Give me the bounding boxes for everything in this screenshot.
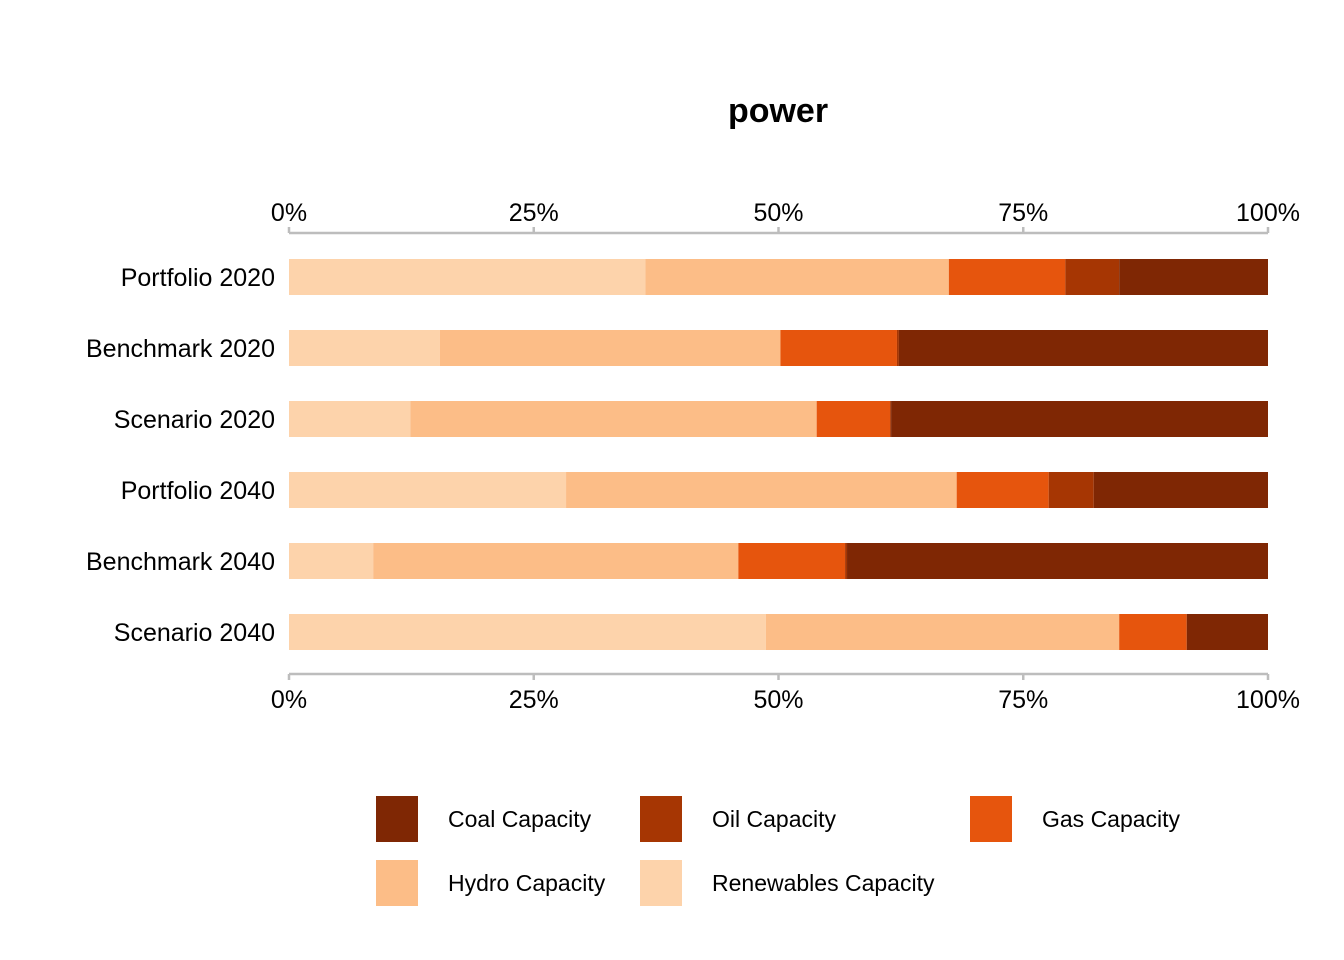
bar-segment (956, 472, 1049, 508)
top-x-axis: 0% 25% 50% 75% 100% (271, 199, 1300, 235)
bar-segment (289, 401, 411, 437)
bar-segment (891, 401, 1268, 437)
bar-segment (410, 401, 817, 437)
bar-segment (780, 330, 897, 366)
category-label: Scenario 2040 (114, 619, 275, 647)
category-label: Benchmark 2040 (86, 548, 275, 576)
bars (289, 259, 1268, 650)
top-axis-tick-label: 0% (271, 199, 307, 227)
bar-segment (1119, 259, 1268, 295)
bar-segment (289, 472, 567, 508)
bar-segment (1065, 259, 1120, 295)
top-axis-tick-label: 50% (753, 199, 803, 227)
bar-segment (948, 259, 1066, 295)
bar-segment (1048, 472, 1094, 508)
bar-segment (847, 543, 1268, 579)
category-label: Portfolio 2040 (121, 477, 275, 505)
legend-label: Hydro Capacity (448, 870, 606, 896)
legend-swatch (640, 860, 682, 906)
bar-segment (439, 330, 781, 366)
bar-segment (645, 259, 949, 295)
legend-label: Coal Capacity (448, 806, 592, 832)
category-label: Scenario 2020 (114, 406, 275, 434)
bar-segment (890, 401, 892, 437)
legend-swatch (376, 860, 418, 906)
legend: Coal Capacity Oil Capacity Gas Capacity Hyd… (376, 796, 1181, 906)
bar-segment (898, 330, 1268, 366)
legend-swatch (970, 796, 1012, 842)
category-label: Benchmark 2020 (86, 335, 275, 363)
bar-segment (566, 472, 957, 508)
bar-segment (1186, 614, 1268, 650)
bottom-axis-tick-label: 25% (509, 686, 559, 714)
bar-segment (738, 543, 846, 579)
bar-segment (289, 330, 440, 366)
bar-segment (816, 401, 891, 437)
bar-segment (765, 614, 1120, 650)
bar-segment (289, 543, 374, 579)
category-label: Portfolio 2020 (121, 264, 275, 292)
legend-swatch (376, 796, 418, 842)
bottom-axis-tick-label: 75% (998, 686, 1048, 714)
bar-segment (896, 330, 899, 366)
bottom-axis-tick-label: 100% (1236, 686, 1300, 714)
bar-segment (289, 259, 646, 295)
bar-segment (1093, 472, 1268, 508)
chart-title: power (728, 92, 828, 130)
bar-segment (373, 543, 739, 579)
category-labels: Portfolio 2020 Benchmark 2020 Scenario 202… (86, 264, 275, 647)
legend-label: Gas Capacity (1042, 806, 1181, 832)
legend-label: Renewables Capacity (712, 870, 935, 896)
legend-label: Oil Capacity (712, 806, 836, 832)
bar-segment (845, 543, 848, 579)
top-axis-tick-label: 75% (998, 199, 1048, 227)
top-axis-tick-label: 25% (509, 199, 559, 227)
bar-segment (1119, 614, 1187, 650)
bottom-axis-tick-label: 50% (753, 686, 803, 714)
top-axis-tick-label: 100% (1236, 199, 1300, 227)
bottom-axis-tick-label: 0% (271, 686, 307, 714)
bar-segment (289, 614, 766, 650)
bottom-x-axis: 0% 25% 50% 75% 100% (271, 672, 1300, 714)
legend-swatch (640, 796, 682, 842)
